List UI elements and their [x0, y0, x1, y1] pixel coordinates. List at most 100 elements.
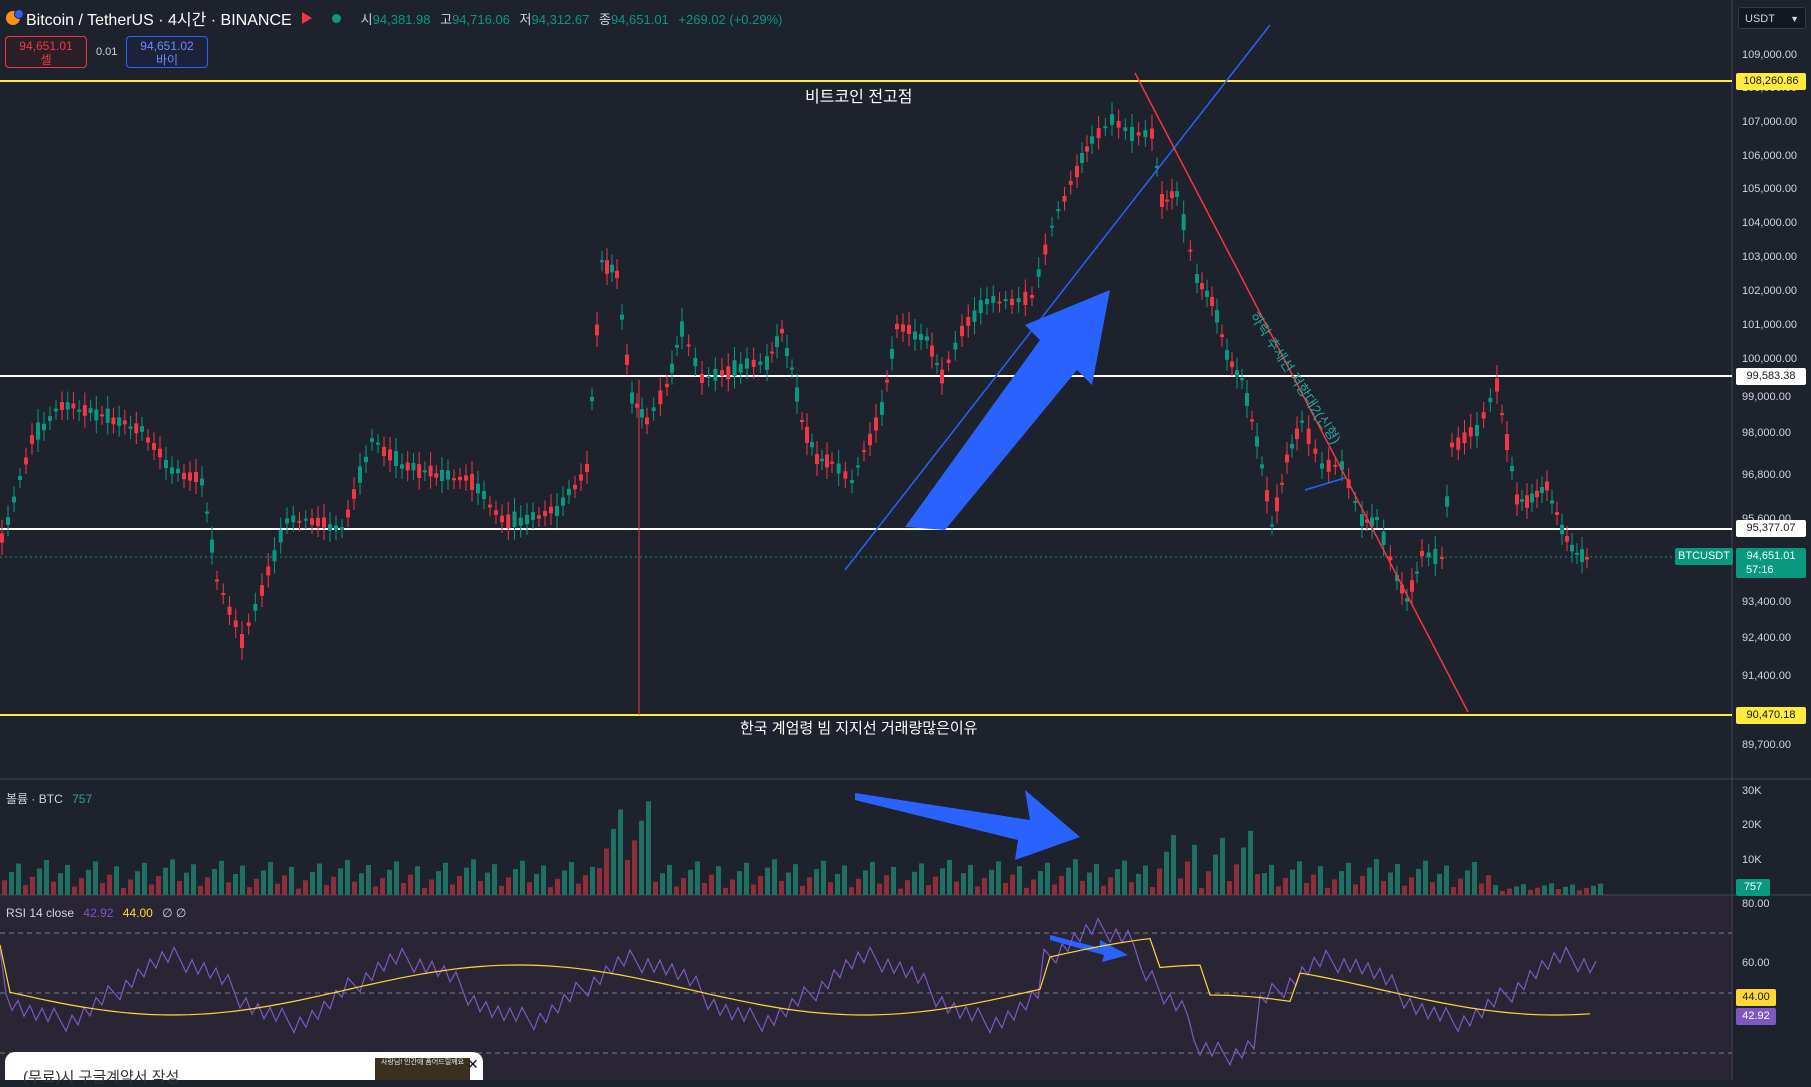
candle-body: [1275, 497, 1279, 512]
volume-bar: [142, 862, 147, 895]
candle-body: [686, 344, 691, 347]
candle-body: [549, 506, 553, 514]
rsi-ma-value: 44.00: [122, 906, 153, 920]
candle-body: [1240, 378, 1244, 381]
candle-body: [880, 402, 884, 415]
candle-body: [1003, 299, 1008, 302]
volume-bar: [163, 867, 168, 895]
candle-body: [440, 470, 444, 481]
annotation-top-high[interactable]: 비트코인 전고점: [805, 89, 913, 106]
price-axis-label: 93,400.00: [1742, 596, 1791, 608]
candle-body: [88, 408, 93, 413]
volume-bar: [849, 887, 854, 895]
candle-body: [693, 357, 698, 367]
candle-body: [751, 359, 756, 367]
volume-bar: [1269, 864, 1274, 895]
candle-body: [233, 620, 238, 627]
volume-value: 757: [72, 792, 93, 806]
candle-body: [1285, 454, 1289, 463]
volume-bar: [422, 887, 427, 895]
candle-body: [1381, 531, 1386, 545]
volume-bar: [961, 873, 966, 895]
volume-bar: [16, 863, 21, 895]
candle-body: [322, 517, 326, 528]
candle-body: [1535, 490, 1539, 498]
candle-body: [1365, 519, 1369, 523]
volume-bar: [1332, 879, 1337, 895]
candle-body: [605, 260, 609, 274]
candle-body: [182, 472, 186, 480]
candle-body: [310, 518, 314, 525]
low-value: 94,312.67: [531, 11, 590, 27]
volume-bar: [1500, 890, 1505, 895]
volume-bar: [373, 886, 378, 895]
candle-body: [1420, 550, 1424, 557]
candle-body: [946, 359, 951, 364]
volume-bar: [996, 861, 1001, 895]
candle-body: [346, 509, 350, 518]
candle-body: [388, 449, 392, 461]
close-key: 종: [598, 11, 611, 27]
volume-bar: [947, 859, 952, 895]
candle-body: [658, 390, 663, 405]
candle-body: [1313, 448, 1318, 454]
candle-body: [1415, 571, 1419, 574]
candle-body: [340, 527, 344, 530]
candle-body: [525, 514, 529, 525]
ohlc-values: 시94,381.98 고94,716.06 저94,312.67 종94,651…: [361, 9, 789, 28]
candle-body: [665, 383, 669, 388]
candle-body: [1188, 249, 1193, 252]
candle-body: [0, 533, 4, 543]
candle-body: [1096, 128, 1101, 139]
volume-bar: [1017, 866, 1022, 895]
candle-body: [42, 423, 46, 431]
popup-text[interactable]: (무료)시 구글계약서 작성: [23, 1069, 180, 1086]
volume-bar: [1423, 860, 1428, 895]
volume-bar: [793, 864, 798, 895]
candle-body: [1165, 199, 1169, 202]
candle-body: [272, 550, 277, 562]
candle-body: [128, 426, 133, 429]
candle-body: [651, 407, 656, 411]
candle-body: [856, 465, 860, 468]
candle-body: [1388, 556, 1393, 561]
buy-button[interactable]: 94,651.02 바이: [126, 36, 208, 68]
candle-body: [1016, 298, 1021, 303]
candle-body: [1265, 490, 1269, 502]
volume-axis-20k: 20K: [1742, 819, 1762, 831]
volume-bar: [1143, 865, 1148, 895]
volume-bar: [1409, 877, 1414, 895]
volume-bar: [968, 864, 973, 895]
candle-body: [71, 403, 76, 409]
bottom-popup[interactable]: (무료)시 구글계약서 작성 사랑님! 인간애 품어드릴께요 ✕: [5, 1052, 483, 1086]
currency-select[interactable]: USDT ▼: [1738, 7, 1806, 29]
candle-body: [164, 460, 168, 468]
volume-bar: [1192, 844, 1197, 895]
volume-bar: [856, 878, 861, 895]
symbol-title[interactable]: Bitcoin / TetherUS · 4시간 · BINANCE: [26, 12, 292, 29]
volume-bar: [905, 880, 910, 895]
candle-body: [1340, 461, 1344, 470]
volume-bar: [1129, 882, 1134, 895]
price-axis-label: 92,400.00: [1742, 632, 1791, 644]
sell-button[interactable]: 94,651.01 셀: [5, 36, 87, 68]
candle-body: [1456, 437, 1461, 450]
volume-bar: [576, 883, 581, 895]
volume-bar: [1080, 880, 1085, 895]
ad-banner[interactable]: 사랑님! 인간애 품어드릴께요: [375, 1058, 470, 1080]
candle-body: [422, 470, 427, 473]
volume-bar: [982, 878, 987, 895]
flag-icon[interactable]: [301, 12, 312, 24]
candle-body: [1050, 225, 1054, 228]
annotation-support-reason[interactable]: 한국 계엄령 빔 지지선 거래량많은이유: [740, 720, 978, 737]
volume-bar: [240, 865, 245, 895]
rsi-axis-80: 80.00: [1742, 898, 1770, 910]
candle-body: [48, 416, 52, 421]
volume-bar: [814, 869, 819, 895]
candle-body: [464, 475, 468, 481]
candle-body: [1353, 501, 1358, 503]
candle-body: [176, 468, 180, 474]
close-icon[interactable]: ✕: [467, 1056, 479, 1072]
